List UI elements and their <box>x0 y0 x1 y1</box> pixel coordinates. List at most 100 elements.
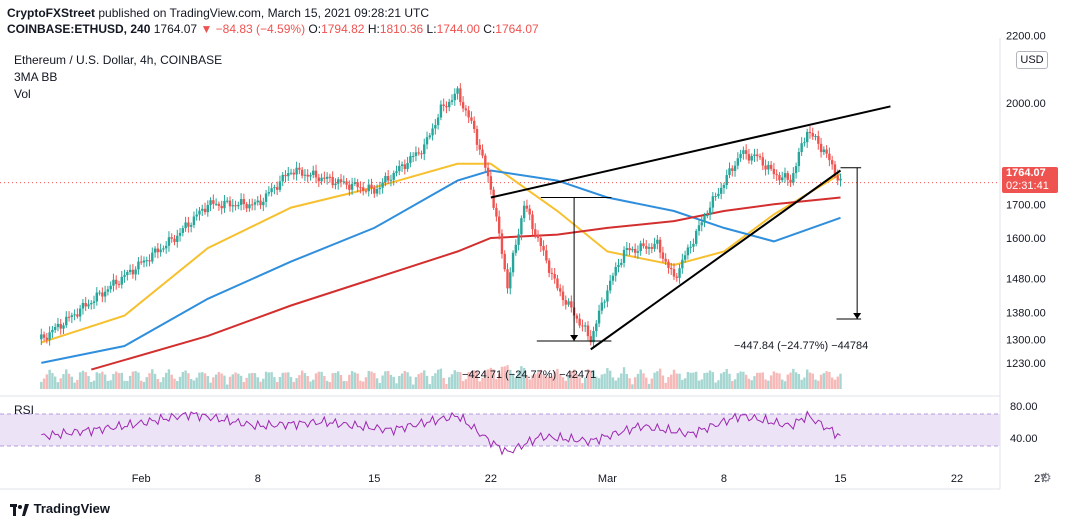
volume-bar <box>539 369 542 389</box>
volume-bar <box>664 382 667 389</box>
trendlines <box>490 105 891 351</box>
candle-body <box>606 290 609 302</box>
candle-body <box>456 88 459 94</box>
candle-body <box>42 334 46 338</box>
volume-bar <box>234 372 237 389</box>
candle-body <box>70 315 74 317</box>
candle-body <box>167 237 171 246</box>
candle-body <box>753 154 756 157</box>
candle-body <box>528 208 531 215</box>
candle-body <box>714 196 717 198</box>
publisher-name[interactable]: CryptoFXStreet <box>7 6 96 20</box>
volume-bar <box>98 373 101 389</box>
volume-bar <box>201 372 204 389</box>
volume-bar <box>395 383 398 389</box>
candle-body <box>520 218 523 235</box>
candle-body <box>497 216 501 234</box>
volume-bar <box>209 382 212 389</box>
volume-bar <box>700 379 703 389</box>
gear-icon[interactable]: ⚙ <box>1040 470 1052 485</box>
volume-bar <box>478 381 481 389</box>
candle-body <box>575 315 579 319</box>
price-axis[interactable]: 2200.002000.001800.001700.001600.001480.… <box>1006 31 1046 446</box>
volume-bar <box>722 372 726 389</box>
measurements: −424.71 (−24.77%) −42471 −447.84 (−24.77%… <box>462 167 868 381</box>
volume-bar <box>425 375 429 389</box>
candle-body <box>531 214 534 230</box>
candle-body <box>808 131 812 134</box>
candle-body <box>758 156 762 158</box>
volume-bar <box>411 384 415 389</box>
candle-body <box>306 174 309 177</box>
volume-bar <box>620 373 623 389</box>
candle-body <box>348 184 351 190</box>
candle-body <box>708 207 712 215</box>
candle-body <box>350 183 354 190</box>
volume-bar <box>298 375 301 389</box>
volume-bar <box>287 372 290 389</box>
candle-body <box>464 108 468 111</box>
candle-body <box>448 101 451 108</box>
candle-body <box>148 260 151 262</box>
candle-body <box>389 179 393 181</box>
price-axis-label: 1230.00 <box>1006 358 1046 370</box>
volume-bar <box>525 375 529 389</box>
volume-bar <box>783 381 787 389</box>
volume-bar <box>756 372 759 389</box>
volume-bar <box>561 377 565 389</box>
candle-body <box>517 234 520 245</box>
candle-body <box>828 153 831 161</box>
volume-bar <box>292 381 296 389</box>
candle-body <box>386 176 390 181</box>
volume-bar <box>73 382 76 389</box>
candle-body <box>597 310 601 324</box>
time-axis[interactable]: Feb 8 15 22 Mar 8 15 22 27 <box>132 473 1047 485</box>
currency-button[interactable]: USD <box>1016 51 1048 69</box>
bar-countdown: 02:31:41 <box>1006 180 1049 192</box>
candle-body <box>90 303 93 305</box>
candle-body <box>611 275 615 281</box>
rsi-label: RSI <box>14 403 34 417</box>
legend-indicator-vol[interactable]: Vol <box>14 87 31 101</box>
candle-body <box>697 225 701 231</box>
volume-bar <box>828 371 831 389</box>
candle-body <box>331 177 334 186</box>
volume-bar <box>778 373 781 389</box>
volume-bar <box>78 372 82 389</box>
candle-body <box>731 168 734 171</box>
candle-body <box>778 174 781 181</box>
candle-body <box>825 149 828 154</box>
candle-body <box>198 210 201 215</box>
candle-body <box>822 149 826 153</box>
volume-bar <box>511 373 515 389</box>
volume-bar <box>309 381 312 389</box>
volume-bar <box>547 376 551 389</box>
legend-indicator-bb[interactable]: 3MA BB <box>14 70 58 84</box>
candle-body <box>201 208 204 211</box>
candle-body <box>614 266 617 276</box>
volume-bar <box>134 371 137 389</box>
candle-body <box>545 250 548 261</box>
candle-body <box>409 156 412 163</box>
candle-body <box>789 179 792 183</box>
tradingview-logo[interactable]: TradingView <box>10 501 110 516</box>
symbol-info: COINBASE:ETHUSD, 240 1764.07 ▼ −84.83 (−… <box>7 22 539 36</box>
ohlc-close: 1764.07 <box>495 22 539 36</box>
volume-bar <box>106 380 110 389</box>
candle-body <box>439 104 443 118</box>
candle-body <box>73 314 76 316</box>
candle-body <box>514 244 518 253</box>
legend-title[interactable]: Ethereum / U.S. Dollar, 4h, COINBASE <box>14 53 223 67</box>
candle-body <box>736 158 740 166</box>
candle-body <box>664 258 667 262</box>
candle-body <box>542 246 545 251</box>
volume-bar <box>303 373 307 389</box>
candle-body <box>706 214 709 217</box>
volume-bar <box>661 375 665 389</box>
candle-body <box>145 260 148 262</box>
volume-bar <box>584 377 587 389</box>
volume-bar <box>670 374 673 389</box>
candle-body <box>300 169 304 176</box>
candle-body <box>434 125 437 129</box>
